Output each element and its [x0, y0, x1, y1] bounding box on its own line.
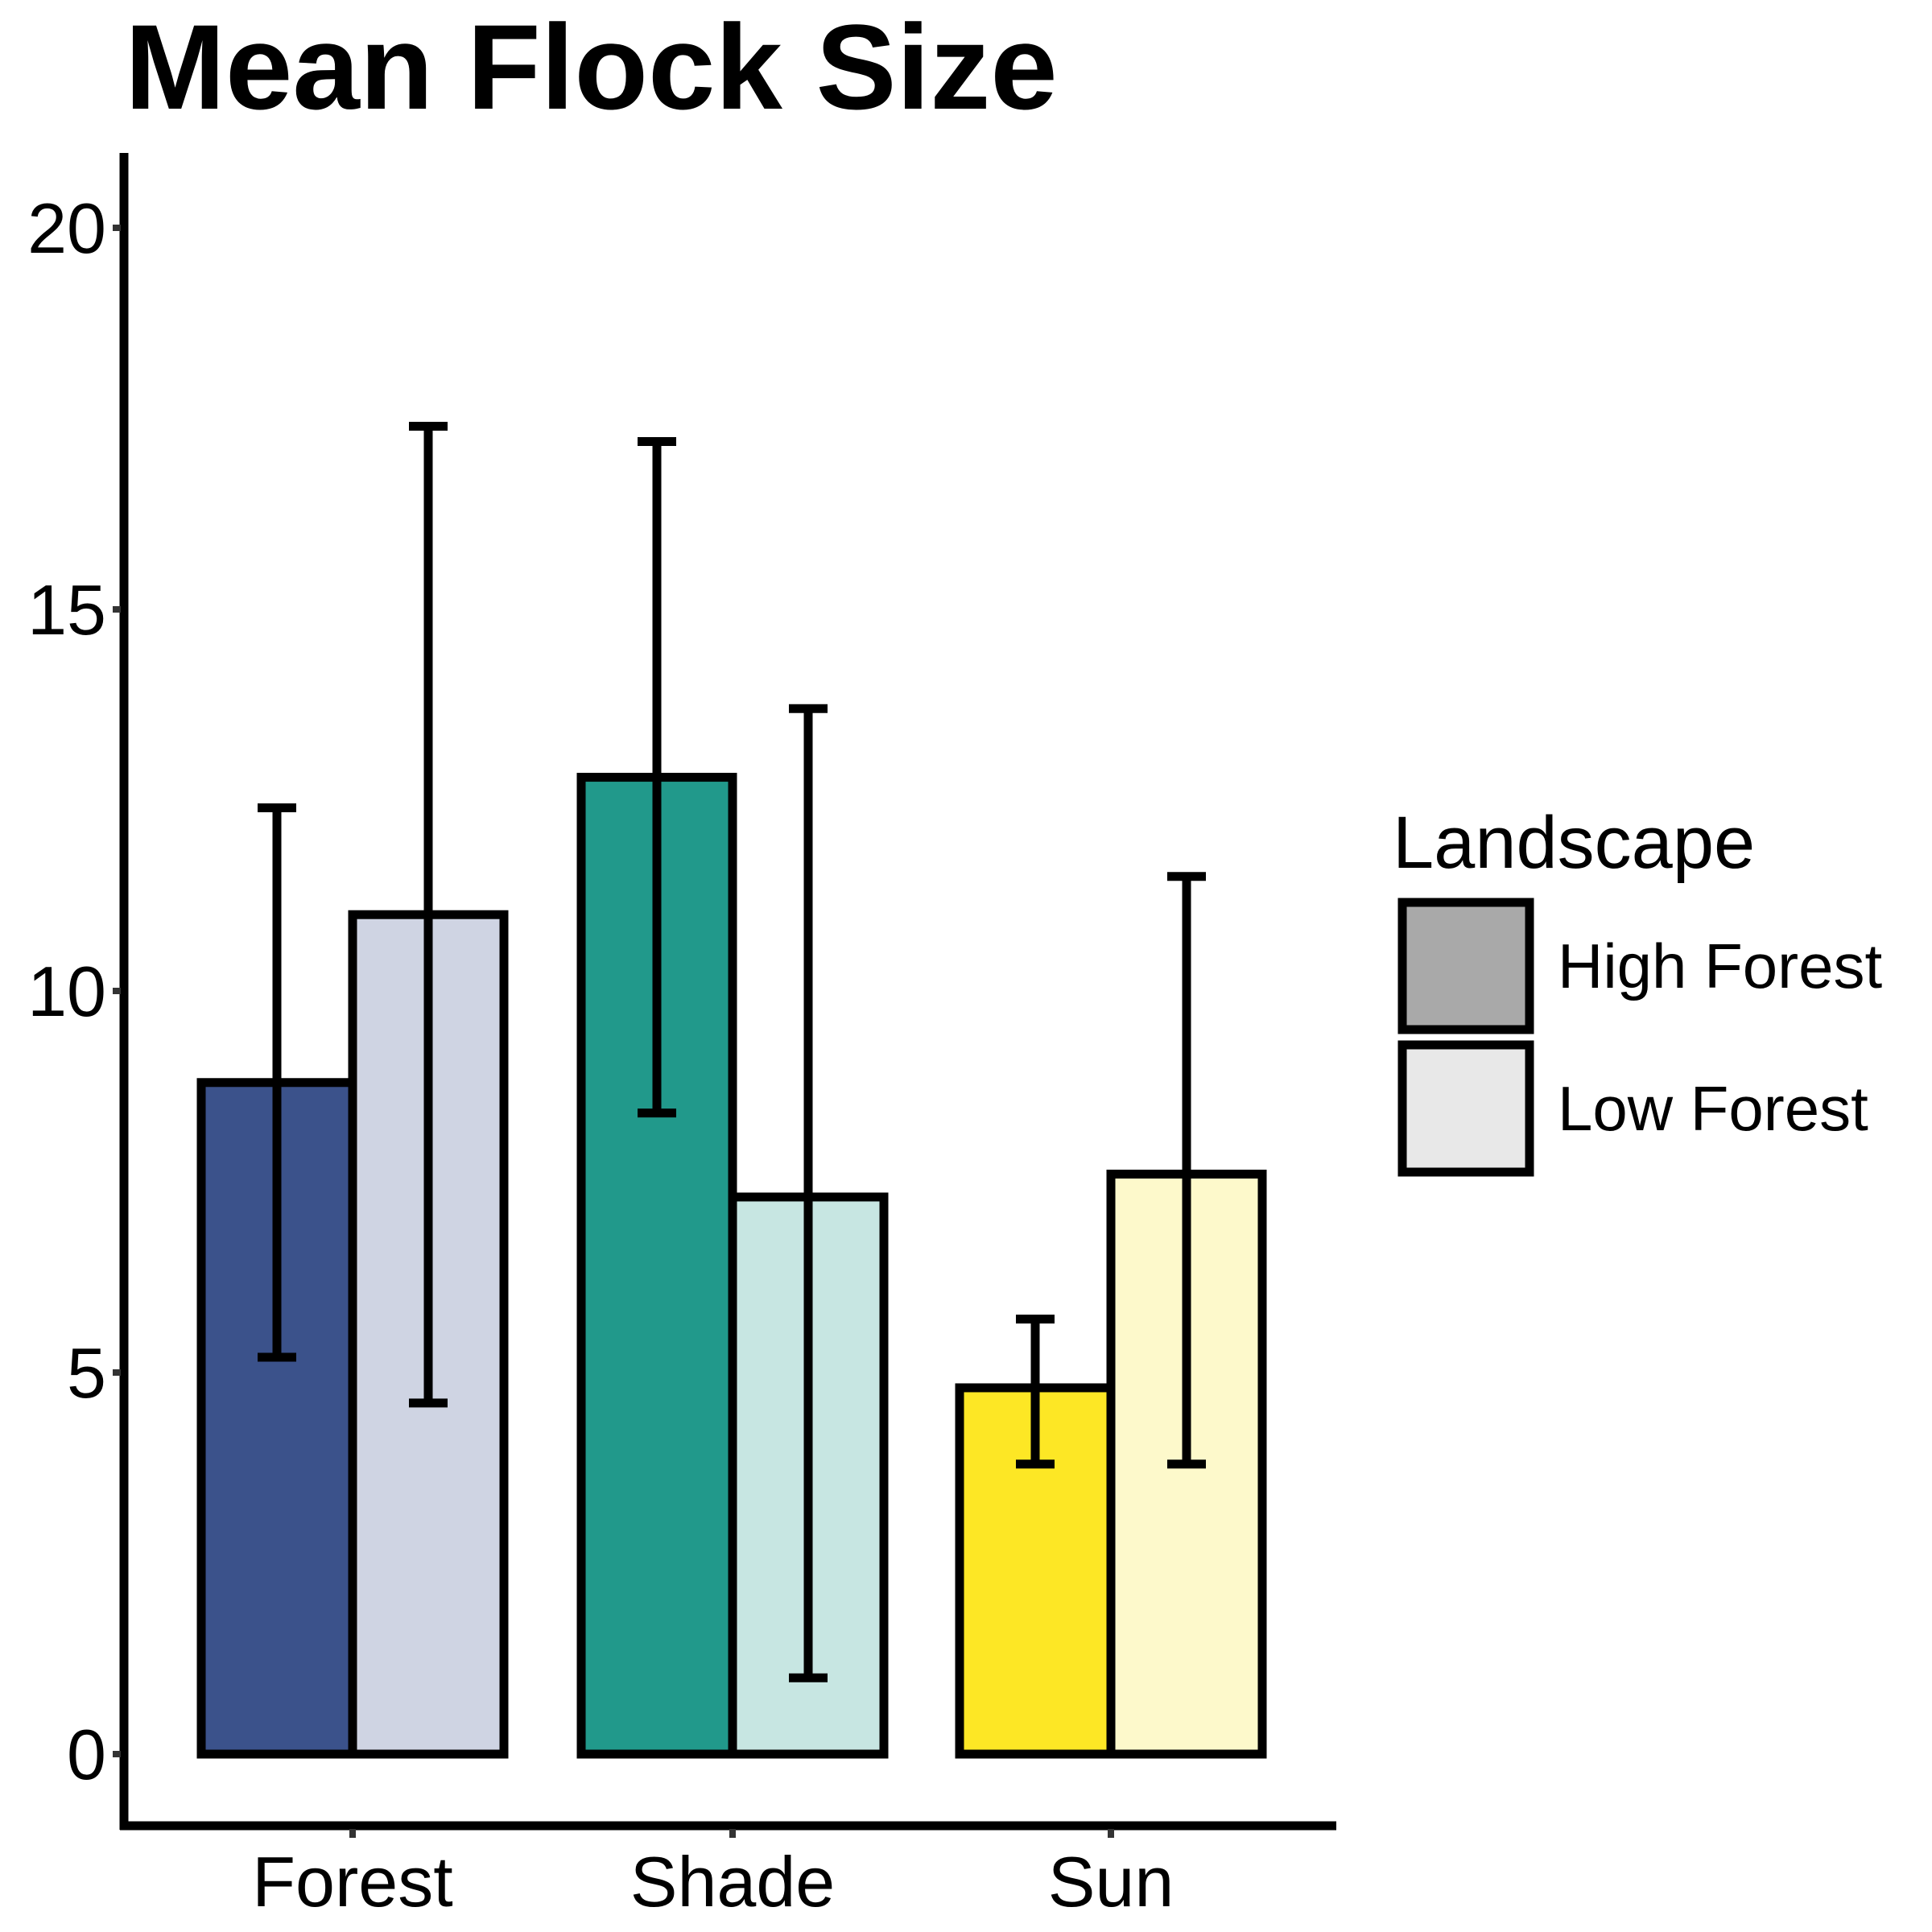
legend-label: High Forest — [1558, 931, 1882, 1001]
error-bar-shade-high-forest — [638, 436, 676, 1118]
x-tick-label-sun: Sun — [1048, 1842, 1174, 1922]
x-tick-label-forest: Forest — [252, 1842, 452, 1922]
legend-swatch — [1397, 1040, 1534, 1177]
error-bar-sun-low-forest — [1167, 872, 1206, 1469]
y-tick-label: 5 — [67, 1333, 106, 1413]
legend-entry-high-forest: High Forest — [1397, 898, 1882, 1034]
errorbars-layer — [258, 421, 1206, 1682]
legend-label: Low Forest — [1558, 1073, 1868, 1144]
legend-swatch — [1397, 898, 1534, 1034]
chart-title: Mean Flock Size — [125, 0, 1058, 134]
error-bar-forest-high-forest — [258, 803, 296, 1362]
error-bar-shade-low-forest — [789, 704, 828, 1682]
legend-title: Landscape — [1393, 802, 1755, 884]
legend-entry-low-forest: Low Forest — [1397, 1040, 1868, 1177]
x-tick-label-shade: Shade — [630, 1842, 835, 1922]
y-tick-label: 20 — [27, 188, 106, 268]
axes: 0 5 10 15 20 Forest Shade Sun — [27, 153, 1336, 1922]
legend: Landscape High Forest Low Forest — [1393, 802, 1882, 1177]
error-bar-forest-low-forest — [409, 421, 448, 1408]
error-bar-sun-high-forest — [1016, 1315, 1055, 1469]
bars-layer — [196, 773, 1267, 1759]
y-tick-label: 15 — [27, 570, 106, 650]
y-tick-label: 10 — [27, 952, 106, 1031]
y-tick-label: 0 — [67, 1715, 106, 1794]
